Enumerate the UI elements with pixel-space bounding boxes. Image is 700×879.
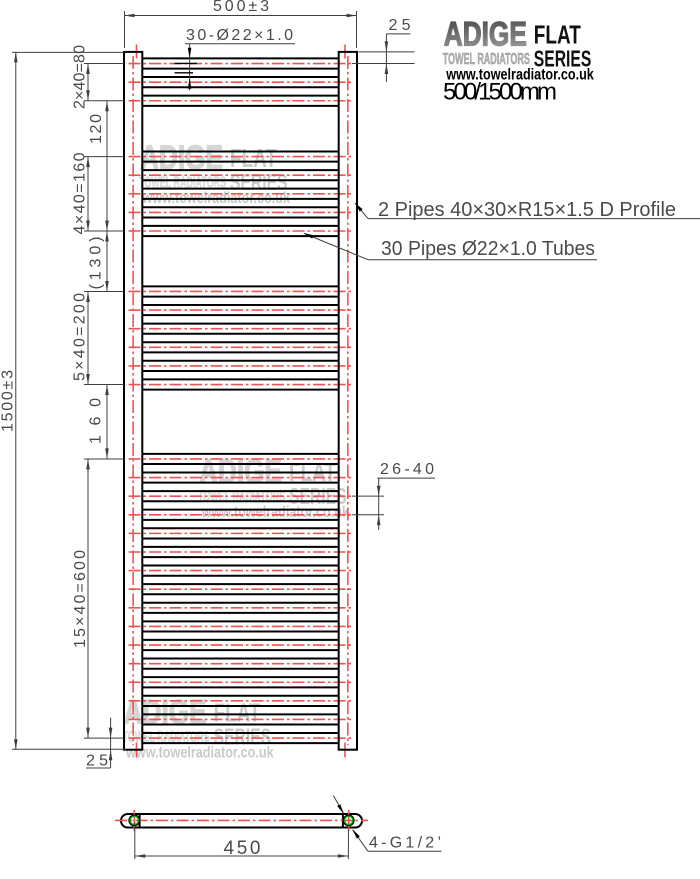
svg-text:120: 120 [88,114,105,144]
svg-text:450: 450 [224,838,261,859]
svg-text:FLAT: FLAT [230,143,277,173]
svg-text:TOWEL RADIATORS: TOWEL RADIATORS [139,175,226,192]
svg-text:ADIGE: ADIGE [124,693,207,731]
svg-text:4×40=160: 4×40=160 [72,152,89,234]
svg-text:15×40=600: 15×40=600 [72,550,89,648]
svg-text:26-40: 26-40 [380,461,434,478]
svg-text:(130): (130) [88,237,105,290]
svg-text:160: 160 [88,398,105,444]
svg-text:www.towelradiator.co.uk: www.towelradiator.co.uk [445,66,594,83]
svg-text:1500±3: 1500±3 [0,370,17,432]
svg-text:www.towelradiator.co.uk: www.towelradiator.co.uk [125,744,274,761]
svg-text:30 Pipes Ø22×1.0 Tubes: 30 Pipes Ø22×1.0 Tubes [381,237,595,260]
svg-text:TOWEL RADIATORS: TOWEL RADIATORS [443,51,530,68]
svg-text:2 Pipes 40×30×R15×1.5 D Profil: 2 Pipes 40×30×R15×1.5 D Profile [378,198,676,221]
svg-text:SERIES: SERIES [230,169,288,195]
svg-text:FLAT: FLAT [534,19,581,49]
svg-text:500±3: 500±3 [213,0,269,15]
svg-text:SERIES: SERIES [534,45,592,71]
svg-text:500/1500mm: 500/1500mm [443,79,557,106]
svg-text:ADIGE: ADIGE [444,15,527,53]
svg-text:www.towelradiator.co.uk: www.towelradiator.co.uk [201,504,350,521]
svg-text:2×40=80: 2×40=80 [72,45,89,109]
svg-text:ADIGE: ADIGE [140,139,223,177]
svg-text:FLAT: FLAT [214,697,261,727]
svg-text:SERIES: SERIES [214,723,272,749]
svg-text:30-Ø22×1.0: 30-Ø22×1.0 [186,27,293,44]
